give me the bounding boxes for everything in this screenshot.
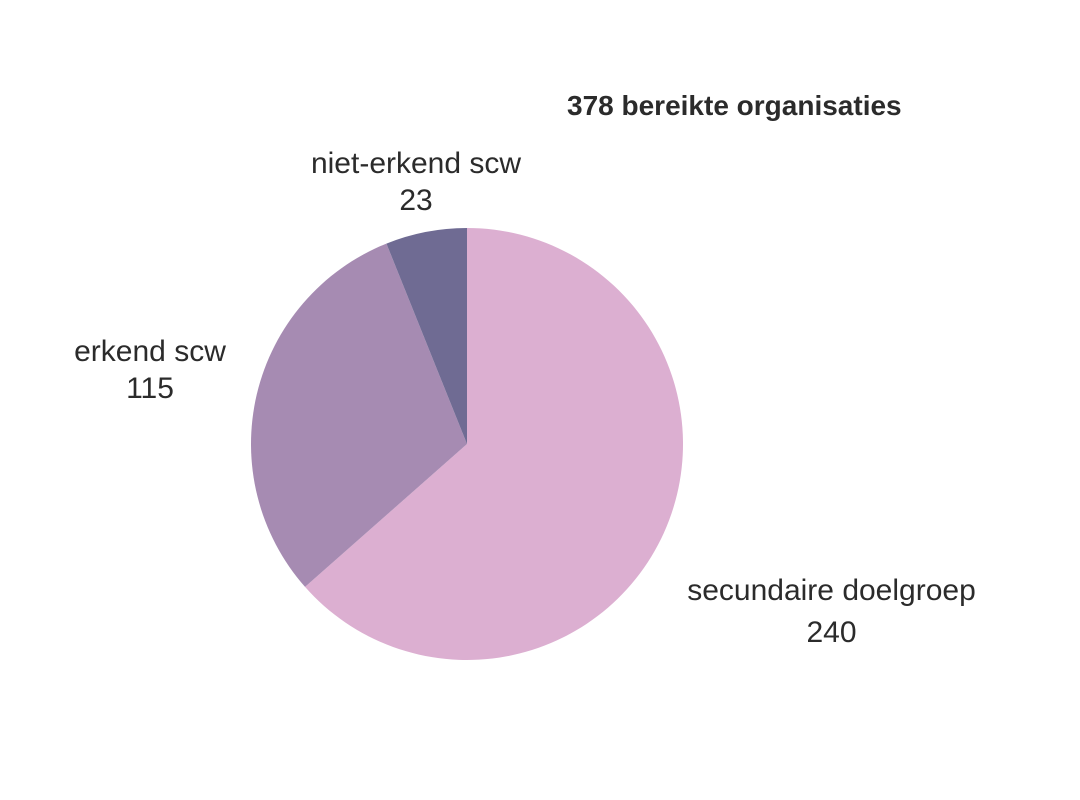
- slice-label-secundaire-doelgroep: secundaire doelgroep 240: [660, 570, 1003, 654]
- slice-value: 240: [806, 616, 857, 649]
- slice-value: 23: [399, 184, 433, 217]
- pie-slice-niet-erkend-scw: [386, 227, 467, 444]
- pie-slice-erkend-scw: [251, 243, 467, 587]
- chart-title: 378 bereikte organisaties: [567, 90, 902, 121]
- slice-label-erkend-scw: erkend scw 115: [58, 333, 242, 407]
- slice-label-niet-erkend-scw: niet-erkend scw 23: [290, 145, 542, 219]
- slice-name: secundaire doelgroep: [687, 574, 976, 607]
- pie-slice-secundaire-doelgroep: [305, 228, 684, 660]
- slice-name: erkend scw: [74, 335, 226, 368]
- slice-name: niet-erkend scw: [310, 147, 522, 180]
- slice-value: 115: [126, 372, 174, 405]
